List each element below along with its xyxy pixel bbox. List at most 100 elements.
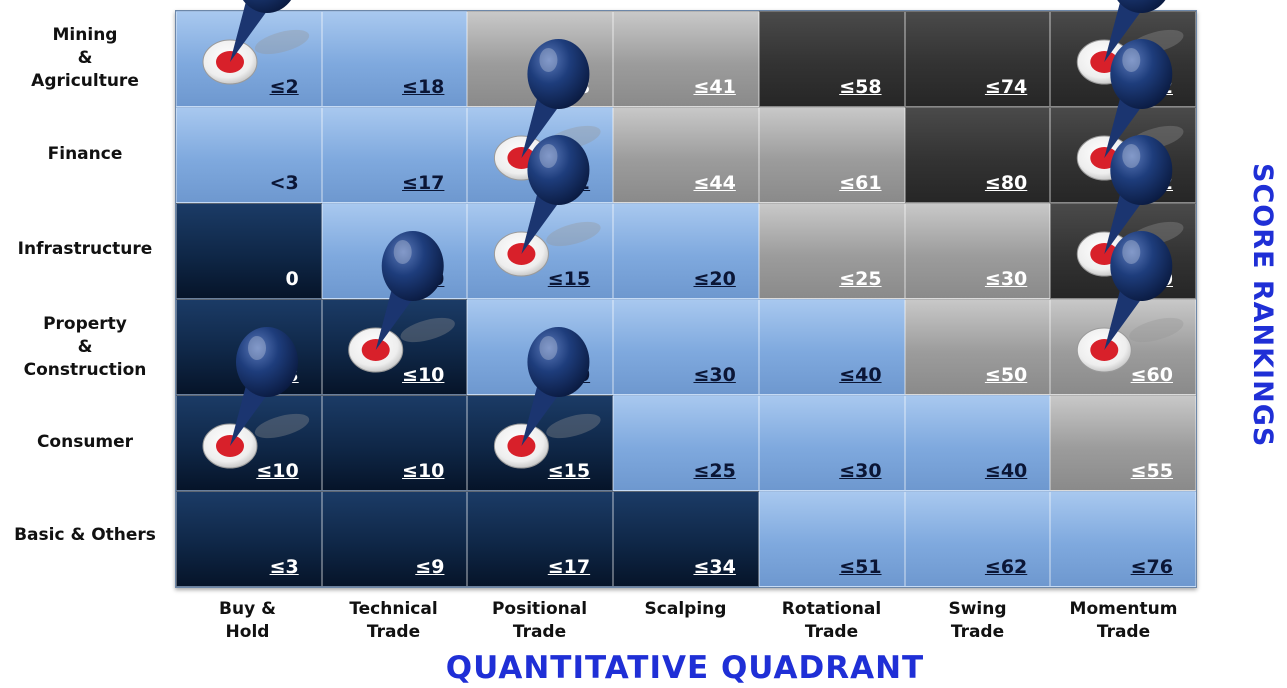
grid-cell: ≤15 <box>467 395 614 491</box>
grid-cell: ≤40 <box>904 395 1051 491</box>
cell-value: ≤10 <box>402 364 445 386</box>
cell-value: ≤17 <box>402 172 445 194</box>
cell-value: ≤10 <box>402 460 445 482</box>
row-label-consumer: Consumer <box>36 432 134 452</box>
cell-value: ≤15 <box>547 460 591 482</box>
cell-value: ≤3 <box>269 556 299 578</box>
cell-value: ≤58 <box>839 76 882 98</box>
grid-cell: ≤40 <box>1050 203 1196 299</box>
cell-value: ≤20 <box>693 268 736 290</box>
cell-value: ≤80 <box>984 172 1028 194</box>
cell-value: ≤15 <box>547 268 591 290</box>
col-label-swing: Swing Trade <box>948 599 1007 642</box>
cell-value: ≤3 <box>269 364 299 386</box>
grid-cell: ≤15 <box>467 203 614 299</box>
row-label-finance: Finance <box>47 144 123 164</box>
cell-value: ≤40 <box>1130 268 1173 290</box>
grid-cell: ≤2 <box>176 11 322 107</box>
grid-cell: ≤92 <box>1050 11 1196 107</box>
cell-value: ≤44 <box>693 172 736 194</box>
grid-cell: ≤17 <box>321 107 468 203</box>
grid-cell: ≤76 <box>1050 491 1196 587</box>
row-label-property: Property & Construction <box>23 314 147 380</box>
grid-cell: ≤51 <box>758 491 905 587</box>
cell-value: ≤40 <box>839 364 882 386</box>
cell-value: ≤30 <box>984 268 1028 290</box>
grid-cell: <3 <box>176 107 322 203</box>
cell-value: ≤40 <box>984 460 1028 482</box>
cell-value: ≤62 <box>984 556 1028 578</box>
cell-value: ≤30 <box>839 460 882 482</box>
col-label-buy-hold: Buy & Hold <box>219 599 276 642</box>
grid-cell: ≤9 <box>321 491 468 587</box>
row-label-mining: Mining & Agriculture <box>31 25 139 91</box>
cell-value: ≤61 <box>839 172 882 194</box>
cell-value: ≤74 <box>984 76 1028 98</box>
grid-cell: ≤20 <box>613 203 759 299</box>
cell-value: <3 <box>269 172 299 194</box>
y-axis-title: SCORE RANKINGS <box>1247 162 1278 448</box>
grid-cell: ≤34 <box>613 491 759 587</box>
quadrant-grid: ≤2 ≤18 <28 ≤41 ≤58 ≤74 ≤92 <3 ≤17 ≤32 ≤44 ≤61 ≤80 ≤92… <box>175 10 1197 588</box>
col-label-technical: Technical Trade <box>349 599 438 642</box>
cell-value: ≤25 <box>693 460 736 482</box>
row-label-basic: Basic & Others <box>14 525 156 545</box>
cell-value: ≤32 <box>547 172 591 194</box>
grid-cell: ≤44 <box>613 107 759 203</box>
grid-cell: ≤3 <box>176 299 322 395</box>
grid-cell: ≤30 <box>904 203 1051 299</box>
col-label-positional: Positional Trade <box>491 599 588 642</box>
grid-cell: ≤30 <box>758 395 905 491</box>
grid-cell: ≤10 <box>176 395 322 491</box>
grid-cell: ≤41 <box>613 11 759 107</box>
grid-cell: ≤40 <box>758 299 905 395</box>
grid-cell: ≤92 <box>1050 107 1196 203</box>
cell-value: ≤50 <box>984 364 1028 386</box>
grid-cell: ≤50 <box>904 299 1051 395</box>
cell-value: ≤2 <box>269 76 299 98</box>
cell-value: ≤34 <box>693 556 736 578</box>
row-label-infrastructure: Infrastructure <box>17 239 153 259</box>
cell-value: ≤17 <box>547 556 591 578</box>
x-axis-title: QUANTITATIVE QUADRANT <box>445 650 925 686</box>
cell-value: ≤10 <box>402 268 445 290</box>
grid-cell: ≤80 <box>904 107 1051 203</box>
cell-value: ≤92 <box>1130 76 1173 98</box>
grid-cell: ≤58 <box>758 11 905 107</box>
cell-value: ≤92 <box>1130 172 1173 194</box>
grid-cell: <28 <box>467 11 614 107</box>
grid-cell: ≤20 <box>467 299 614 395</box>
grid-cell: ≤32 <box>467 107 614 203</box>
cell-value: ≤51 <box>839 556 882 578</box>
cell-value: ≤20 <box>547 364 591 386</box>
grid-cell: ≤25 <box>758 203 905 299</box>
cell-value: ≤76 <box>1130 556 1173 578</box>
cell-value: ≤18 <box>402 76 445 98</box>
col-label-rotational: Rotational Trade <box>781 599 882 642</box>
cell-value: <28 <box>547 76 591 98</box>
cell-value: ≤60 <box>1130 364 1173 386</box>
grid-cell: ≤61 <box>758 107 905 203</box>
cell-value: ≤10 <box>256 460 299 482</box>
grid-cell: ≤74 <box>904 11 1051 107</box>
grid-cell: ≤55 <box>1050 395 1196 491</box>
col-label-scalping: Scalping <box>644 599 727 619</box>
grid-cell: ≤3 <box>176 491 322 587</box>
cell-value: ≤9 <box>415 556 445 578</box>
cell-value: ≤55 <box>1130 460 1173 482</box>
grid-cell: ≤25 <box>613 395 759 491</box>
grid-cell: ≤10 <box>321 203 468 299</box>
grid-cell: ≤10 <box>321 299 468 395</box>
col-label-momentum: Momentum Trade <box>1069 599 1178 642</box>
grid-cell: ≤10 <box>321 395 468 491</box>
grid-cell: ≤17 <box>467 491 614 587</box>
grid-cell: ≤18 <box>321 11 468 107</box>
grid-cell: ≤62 <box>904 491 1051 587</box>
cell-value: ≤30 <box>693 364 736 386</box>
cell-value: 0 <box>285 268 299 290</box>
grid-cell: 0 <box>176 203 322 299</box>
grid-cell: ≤30 <box>613 299 759 395</box>
cell-value: ≤41 <box>693 76 736 98</box>
grid-cell: ≤60 <box>1050 299 1196 395</box>
cell-value: ≤25 <box>839 268 882 290</box>
